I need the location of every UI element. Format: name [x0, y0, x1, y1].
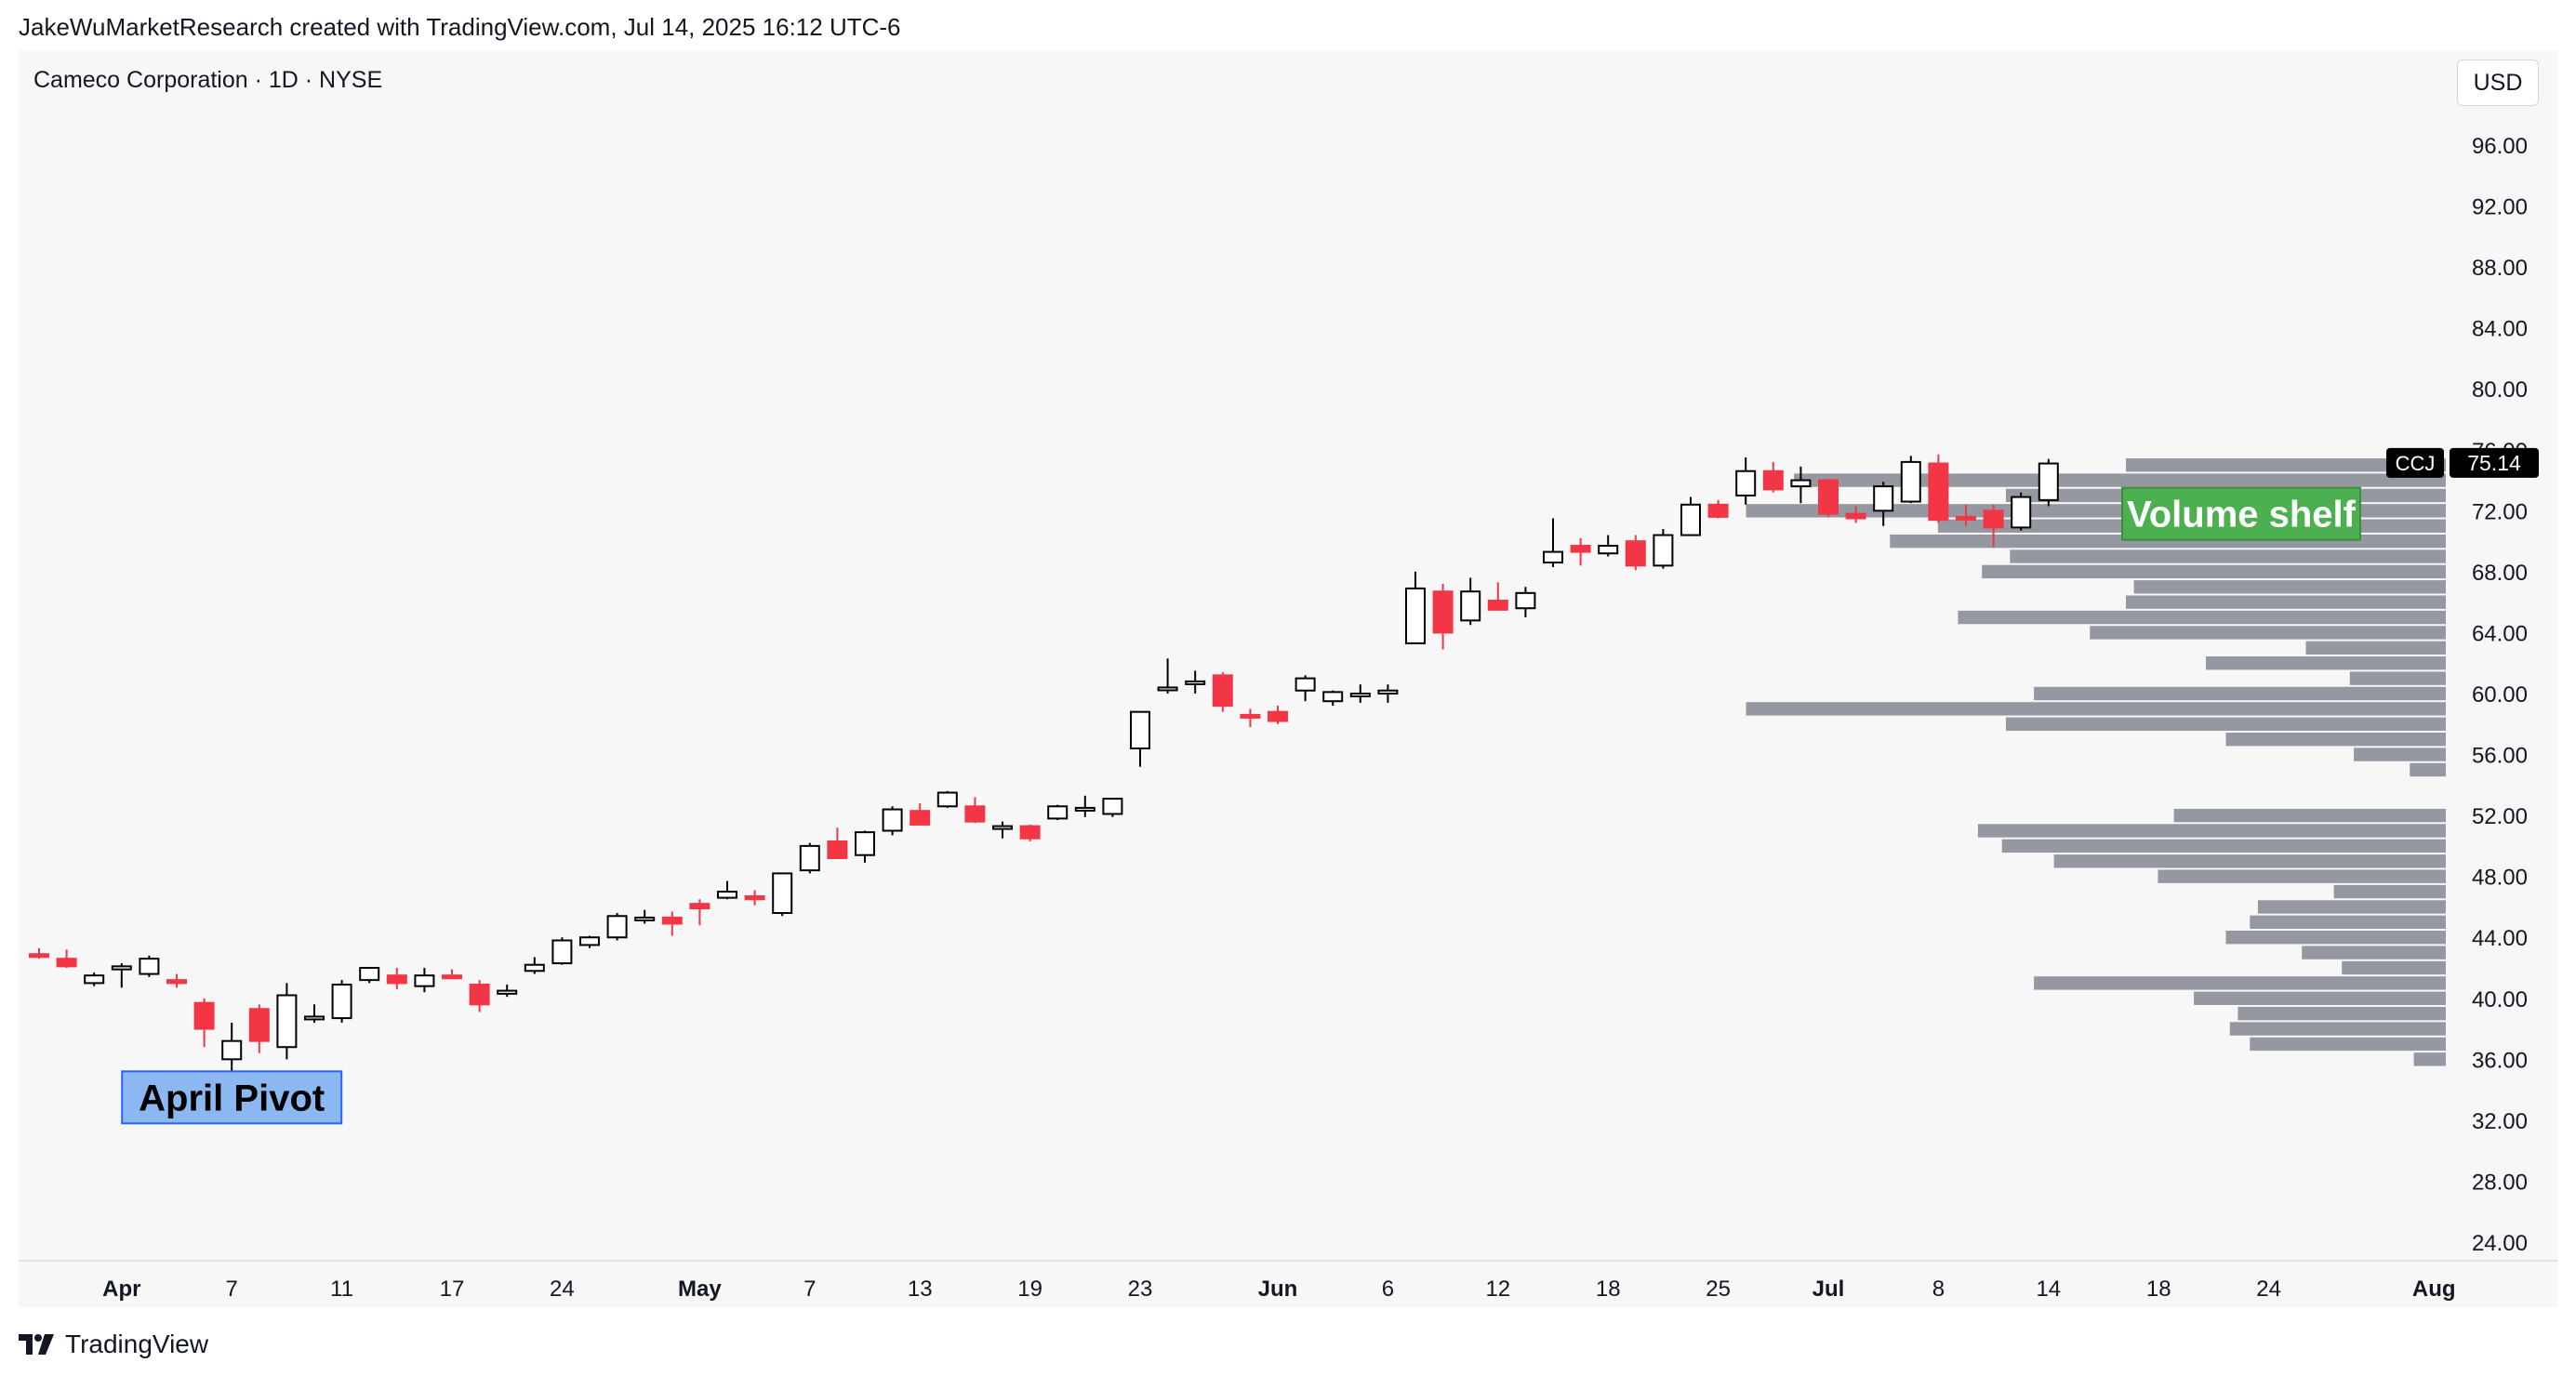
chart-panel[interactable]	[19, 50, 2557, 1307]
symbol-title: Cameco Corporation · 1D · NYSE	[33, 67, 383, 93]
tradingview-logo[interactable]: TradingView	[19, 1330, 208, 1359]
tradingview-logo-icon	[19, 1334, 54, 1355]
chart-attribution: JakeWuMarketResearch created with Tradin…	[19, 13, 901, 41]
currency-button[interactable]: USD	[2457, 60, 2539, 106]
tradingview-brand: TradingView	[65, 1330, 209, 1358]
